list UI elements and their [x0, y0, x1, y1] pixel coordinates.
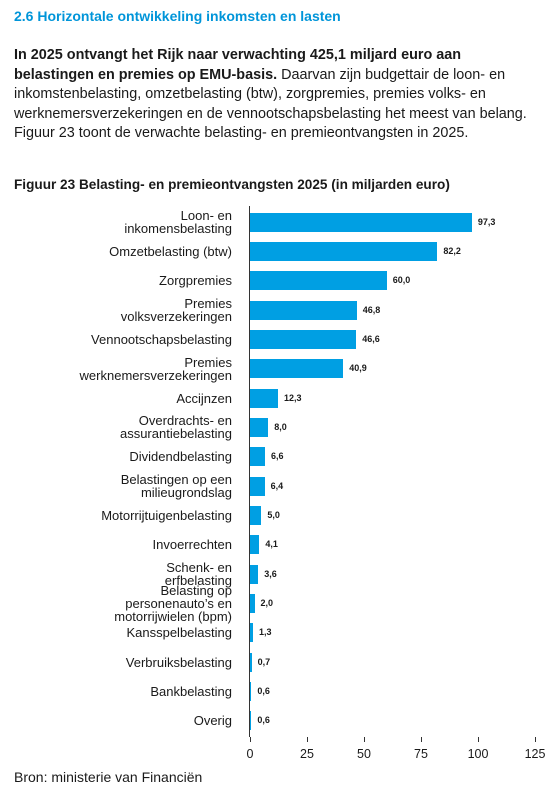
bar	[250, 359, 344, 379]
value-label: 60,0	[392, 275, 411, 286]
x-tick-mark	[363, 737, 365, 742]
value-label: 6,6	[271, 451, 284, 462]
category-label: Belastingen op een milieugrondslag	[120, 472, 232, 501]
bar	[250, 711, 252, 731]
value-label: 0,7	[257, 656, 271, 667]
category-label: Kansspelbelasting	[126, 625, 232, 641]
category-label: Accijnzen	[176, 390, 232, 406]
bar	[250, 388, 279, 408]
category-label: Overdrachts- en assurantiebelasting	[119, 413, 232, 442]
value-label: 3,6	[264, 568, 277, 579]
intro-paragraph: In 2025 ontvangt het Rijk naar verwachti…	[14, 46, 544, 144]
value-label: 46,8	[362, 304, 381, 315]
bar	[250, 652, 252, 672]
x-tick-label: 0	[246, 747, 254, 761]
bar	[250, 535, 260, 555]
value-label: 6,4	[270, 480, 284, 491]
x-tick-mark	[477, 737, 479, 742]
bar	[250, 212, 472, 232]
value-label: 0,6	[257, 686, 270, 697]
y-axis-line	[249, 206, 250, 737]
x-tick-label: 75	[414, 747, 428, 761]
bar	[250, 329, 357, 349]
value-label: 5,0	[267, 510, 280, 520]
value-label: 1,3	[258, 627, 272, 638]
bar	[250, 241, 438, 261]
category-label: Loon- en inkomensbelasting	[124, 208, 232, 236]
category-label: Vennootschapsbelasting	[91, 331, 232, 347]
category-label: Premies werknemersverzekeringen	[79, 354, 232, 383]
category-label: Schenk- en erfbelasting	[164, 560, 232, 589]
value-label: 8,0	[274, 421, 287, 432]
bar	[250, 417, 269, 437]
bar	[250, 564, 259, 584]
chart-title: Figuur 23 Belasting- en premieontvangste…	[14, 177, 450, 192]
paragraph-text: Daarvan zijn budgettair de loon- en inko…	[14, 66, 527, 142]
value-label: 2,0	[260, 598, 274, 609]
category-label: Dividendbelasting	[129, 449, 232, 465]
bar	[250, 594, 255, 614]
x-tick-mark	[534, 737, 536, 742]
bar	[250, 506, 262, 525]
value-label: 46,6	[362, 333, 380, 344]
category-label: Motorrijtuigenbelasting	[101, 508, 232, 523]
section-heading: 2.6 Horizontale ontwikkeling inkomsten e…	[14, 8, 341, 24]
x-tick-mark	[249, 737, 251, 742]
value-label: 12,3	[284, 392, 302, 403]
bar	[250, 271, 387, 291]
x-tick-label: 100	[467, 747, 489, 761]
bar	[250, 623, 253, 643]
category-label: Invoerrechten	[152, 537, 233, 553]
value-label: 0,6	[257, 715, 270, 726]
paragraph-bold: In 2025 ontvangt het Rijk naar verwachti…	[14, 47, 462, 83]
source-note: Bron: ministerie van Financiën	[14, 769, 203, 785]
bar	[250, 300, 357, 320]
bar	[250, 682, 252, 702]
value-label: 4,1	[265, 539, 278, 550]
category-label: Bankbelasting	[150, 684, 232, 700]
x-tick-mark	[420, 737, 422, 742]
category-label: Premies volksverzekeringen	[120, 296, 232, 325]
value-label: 40,9	[349, 363, 367, 374]
bar	[250, 447, 266, 467]
x-tick-label: 50	[357, 747, 371, 761]
category-label: Omzetbelasting (btw)	[109, 243, 232, 259]
x-tick-mark	[306, 737, 308, 742]
value-label: 97,3	[477, 216, 496, 227]
x-tick-label: 125	[524, 747, 546, 761]
value-label: 82,2	[443, 245, 461, 256]
category-label: Overig	[193, 713, 232, 729]
category-label: Verbruiksbelasting	[125, 654, 232, 670]
category-label: Zorgpremies	[159, 273, 232, 289]
bar	[250, 476, 265, 496]
x-tick-label: 25	[300, 747, 314, 761]
category-label: Belasting op personenauto’s en motorrijw…	[114, 583, 232, 625]
